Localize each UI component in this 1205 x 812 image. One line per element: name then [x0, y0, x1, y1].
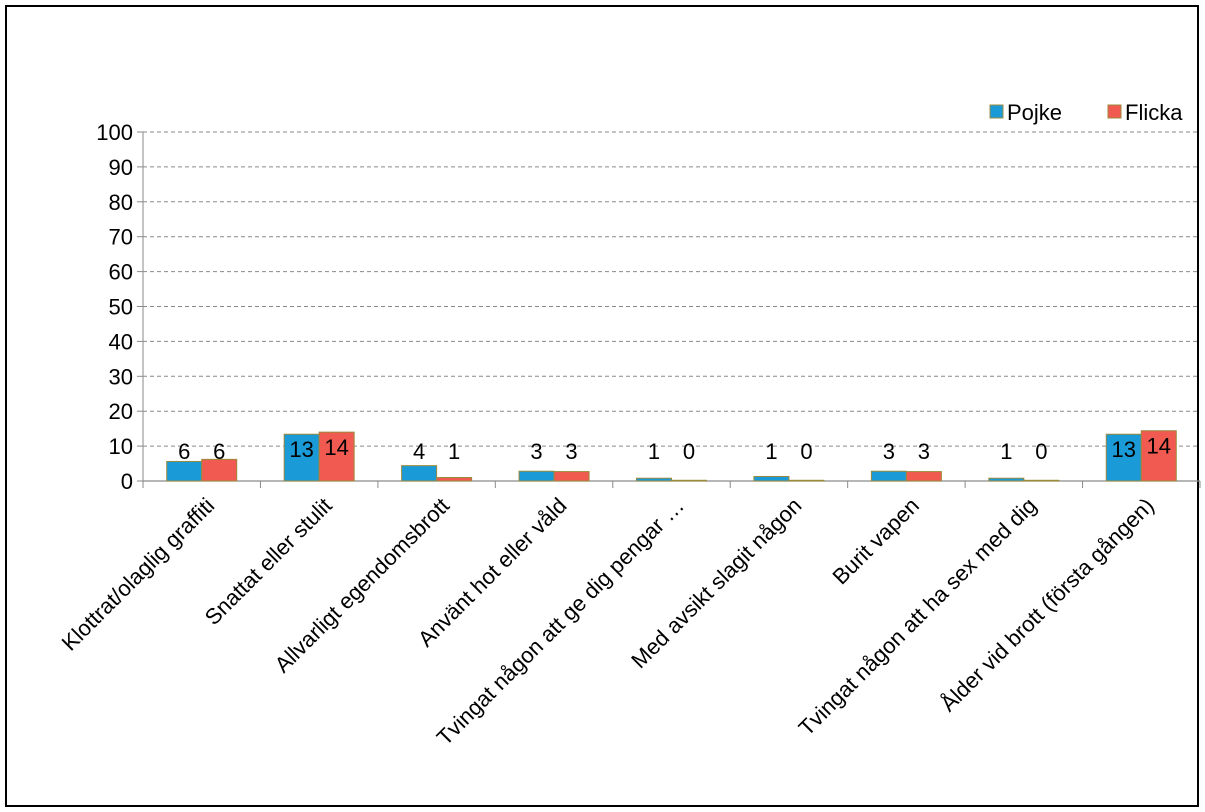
data-label: 0	[1035, 439, 1047, 464]
y-tick-label: 40	[109, 329, 133, 354]
legend-swatch-pojke	[989, 104, 1004, 119]
category-label: Snattat eller stulit	[200, 493, 337, 630]
data-label: 0	[683, 439, 695, 464]
data-label: 1	[1000, 439, 1012, 464]
legend-label-flicka: Flicka	[1125, 100, 1183, 125]
bar-pojke	[753, 475, 790, 482]
bar-flicka	[318, 431, 355, 482]
bar-flicka	[1023, 479, 1060, 482]
data-label: 1	[448, 439, 460, 464]
data-label: 4	[413, 439, 425, 464]
legend-label-pojke: Pojke	[1007, 100, 1062, 125]
data-label: 3	[918, 439, 930, 464]
y-tick-label: 10	[109, 434, 133, 459]
bar-flicka	[553, 471, 590, 482]
bars	[166, 430, 1177, 482]
y-tick-label: 50	[109, 295, 133, 320]
y-tick-label: 20	[109, 399, 133, 424]
bar-pojke	[166, 460, 203, 482]
legend-swatch-flicka	[1107, 104, 1122, 119]
category-label: Klottrat/olaglig graffiti	[57, 493, 220, 656]
bar-flicka	[671, 479, 707, 482]
bar-flicka	[788, 479, 825, 482]
bar-pojke	[988, 477, 1025, 482]
bar-flicka	[905, 471, 942, 482]
category-label: Burit vapen	[828, 493, 924, 589]
category-label: Tvingat någon att ge dig pengar …	[432, 493, 689, 750]
data-label: 6	[213, 439, 225, 464]
y-tick-label: 0	[121, 469, 133, 494]
y-tick-label: 30	[109, 364, 133, 389]
data-label: 3	[883, 439, 895, 464]
data-label: 1	[648, 439, 660, 464]
bar-flicka	[1140, 430, 1177, 482]
y-tick-label: 70	[109, 225, 133, 250]
bar-flicka	[436, 477, 473, 482]
data-label: 1	[765, 439, 777, 464]
data-label: 6	[178, 439, 190, 464]
y-tick-label: 60	[109, 260, 133, 285]
data-label: 3	[530, 439, 542, 464]
data-label: 3	[565, 439, 577, 464]
bar-pojke	[636, 477, 672, 482]
legend: Pojke Flicka	[989, 100, 1183, 125]
y-tick-label: 80	[109, 190, 133, 215]
chart-frame	[5, 5, 1199, 807]
bar-pojke	[401, 465, 438, 482]
category-label: Tvingat någon att ha sex med dig	[794, 493, 1042, 741]
bar-pojke	[518, 470, 555, 482]
y-tick-label: 90	[109, 155, 133, 180]
gridlines	[143, 131, 1200, 447]
data-labels: 6 6 13 14 4 1 3 3 1 0 1 0 3 3 1 0 13 14	[178, 434, 1171, 464]
bar-flicka	[201, 458, 238, 482]
y-tick-label: 100	[96, 120, 133, 145]
category-label: Ålder vid brott (första gången)	[935, 493, 1158, 716]
data-label: 14	[324, 435, 348, 460]
data-label: 13	[289, 437, 313, 462]
bar-pojke	[870, 470, 907, 482]
data-label: 14	[1147, 434, 1171, 459]
data-label: 0	[800, 439, 812, 464]
data-label: 13	[1112, 437, 1136, 462]
